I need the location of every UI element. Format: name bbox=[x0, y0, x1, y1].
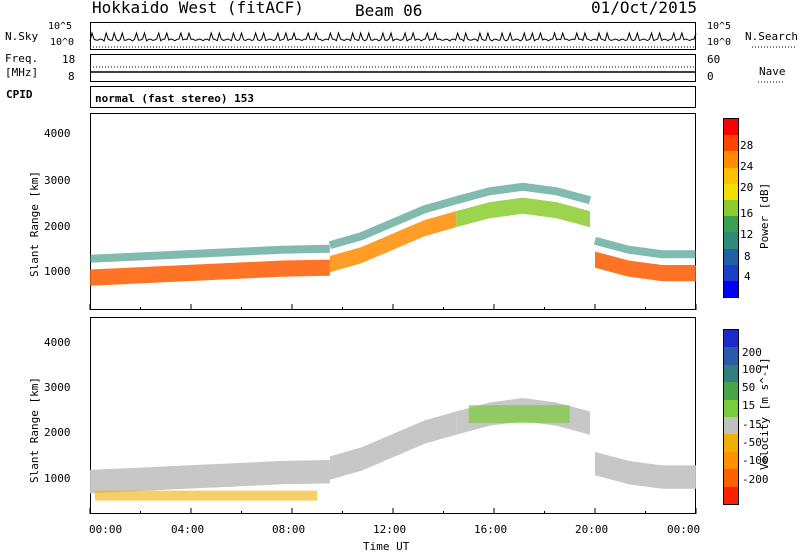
xtick-2000: 20:00 bbox=[575, 523, 609, 536]
power-ytick-1000: 1000 bbox=[44, 265, 71, 278]
chart-title: Hokkaido West (fitACF) bbox=[92, 0, 304, 17]
noise-right-label: N.Search bbox=[745, 30, 798, 43]
colorbar-swatch bbox=[724, 347, 738, 365]
colorbar-swatch bbox=[724, 469, 738, 487]
velocity-ytick-2000: 2000 bbox=[44, 426, 71, 439]
power-ytick-2000: 2000 bbox=[44, 220, 71, 233]
cpid-text: normal (fast stereo) 153 bbox=[95, 92, 254, 105]
vel-cb-tick-200: 200 bbox=[742, 346, 762, 359]
xtick-0000: 00:00 bbox=[89, 523, 123, 536]
colorbar-swatch bbox=[724, 280, 738, 298]
colorbar-swatch bbox=[724, 167, 738, 184]
colorbar-swatch bbox=[724, 264, 738, 281]
freq-panel bbox=[90, 54, 696, 82]
xtick-2400: 00:00 bbox=[667, 523, 701, 536]
colorbar-swatch bbox=[724, 364, 738, 383]
colorbar-swatch bbox=[724, 417, 738, 435]
vel-cb-tick-m50: -50 bbox=[742, 436, 762, 449]
cpid-panel bbox=[90, 86, 696, 108]
velocity-panel bbox=[90, 317, 696, 514]
power-cb-tick-8: 8 bbox=[744, 250, 751, 263]
vel-cb-tick-m15: -15 bbox=[742, 418, 762, 431]
beam-label: Beam 06 bbox=[355, 1, 423, 20]
colorbar-swatch bbox=[724, 330, 738, 348]
power-cb-tick-12: 12 bbox=[740, 228, 754, 241]
colorbar-swatch bbox=[724, 399, 738, 418]
vel-cb-tick-15: 15 bbox=[742, 399, 756, 412]
colorbar-swatch bbox=[724, 382, 738, 400]
power-cb-label: Power [dB] bbox=[758, 182, 771, 249]
velocity-colorbar bbox=[723, 329, 739, 505]
power-colorbar bbox=[723, 118, 739, 298]
date-label: 01/Oct/2015 bbox=[591, 0, 697, 17]
power-ytick-4000: 4000 bbox=[44, 127, 71, 140]
noise-left-tick-bottom: 10^0 bbox=[50, 37, 75, 48]
colorbar-swatch bbox=[724, 119, 738, 136]
noise-right-tick-bottom: 10^0 bbox=[707, 37, 732, 48]
noise-panel bbox=[90, 22, 696, 50]
colorbar-swatch bbox=[724, 232, 738, 249]
velocity-ytick-3000: 3000 bbox=[44, 381, 71, 394]
cpid-label: CPID bbox=[6, 88, 33, 101]
vel-cb-tick-m200: -200 bbox=[742, 473, 769, 486]
colorbar-swatch bbox=[724, 151, 738, 168]
velocity-ytick-4000: 4000 bbox=[44, 336, 71, 349]
xtick-0800: 08:00 bbox=[272, 523, 306, 536]
freq-tick-bottom: 8 bbox=[68, 70, 75, 83]
vel-cb-tick-m100: -100 bbox=[742, 454, 769, 467]
vel-cb-tick-50: 50 bbox=[742, 381, 756, 394]
colorbar-swatch bbox=[724, 248, 738, 265]
power-cb-tick-24: 24 bbox=[740, 160, 754, 173]
freq-unit: [MHz] bbox=[5, 66, 39, 79]
power-cb-tick-28: 28 bbox=[740, 139, 754, 152]
power-cb-tick-20: 20 bbox=[740, 181, 754, 194]
noise-left-label: N.Sky bbox=[5, 30, 39, 43]
colorbar-swatch bbox=[724, 199, 738, 217]
power-ytick-3000: 3000 bbox=[44, 174, 71, 187]
power-cb-tick-4: 4 bbox=[744, 270, 751, 283]
x-axis-label: Time UT bbox=[363, 540, 410, 553]
noise-right-tick-top: 10^5 bbox=[707, 21, 732, 32]
xtick-1200: 12:00 bbox=[373, 523, 407, 536]
noise-left-tick-top: 10^5 bbox=[48, 21, 73, 32]
colorbar-swatch bbox=[724, 486, 738, 505]
colorbar-swatch bbox=[724, 216, 738, 233]
vel-cb-tick-100: 100 bbox=[742, 363, 762, 376]
velocity-cb-label: Velocity [m s^-1] bbox=[758, 357, 771, 470]
colorbar-swatch bbox=[724, 183, 738, 200]
power-panel bbox=[90, 113, 696, 310]
nave-tick-top: 60 bbox=[707, 53, 721, 66]
nave-tick-bottom: 0 bbox=[707, 70, 714, 83]
velocity-ylabel: Slant Range [km] bbox=[28, 377, 41, 483]
freq-tick-top: 18 bbox=[62, 53, 76, 66]
velocity-ytick-1000: 1000 bbox=[44, 472, 71, 485]
freq-label: Freq. bbox=[5, 52, 39, 65]
power-cb-tick-16: 16 bbox=[740, 207, 754, 220]
colorbar-swatch bbox=[724, 451, 738, 470]
nave-label: Nave bbox=[759, 65, 786, 78]
xtick-0400: 04:00 bbox=[171, 523, 205, 536]
colorbar-swatch bbox=[724, 434, 738, 452]
colorbar-swatch bbox=[724, 135, 738, 152]
power-ylabel: Slant Range [km] bbox=[28, 171, 41, 277]
xtick-1600: 16:00 bbox=[474, 523, 508, 536]
